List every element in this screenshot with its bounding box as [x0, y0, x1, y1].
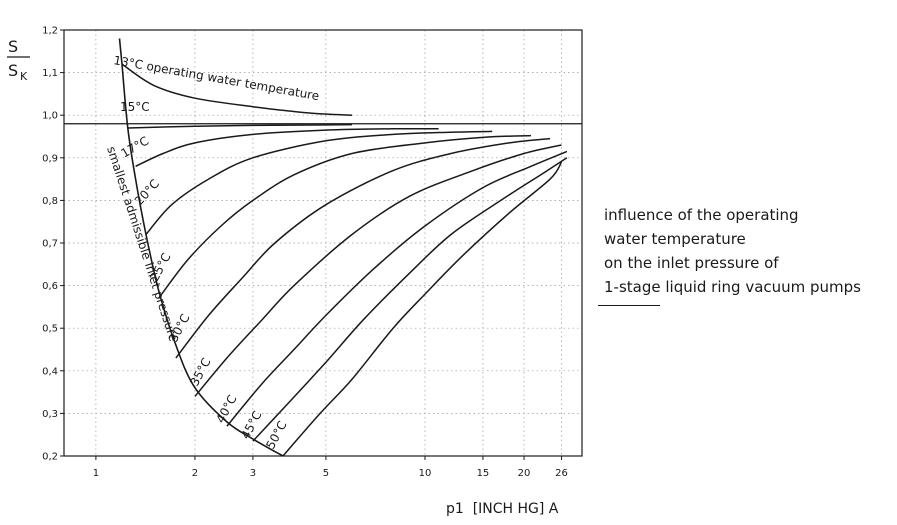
- curve-35c: [194, 144, 562, 397]
- grid-lines: [64, 29, 582, 457]
- label-17c: 17°C: [119, 134, 152, 161]
- y-label-subscript: K: [20, 70, 28, 83]
- label-40c: 40°C: [213, 393, 239, 426]
- curve-30c: [175, 137, 551, 359]
- note-line-3: on the inlet pressure of: [604, 254, 779, 272]
- x-tick-label: 26: [555, 468, 568, 479]
- x-tick-label: 15: [477, 468, 490, 479]
- y-tick-label: 0,6: [42, 281, 58, 292]
- x-tick-label: 3: [250, 468, 256, 479]
- note-line-1: influence of the operating: [604, 206, 799, 224]
- y-tick-label: 0,5: [42, 324, 58, 335]
- x-axis-ticks: 1 2 3 5 10 15 20 26: [93, 456, 568, 479]
- curve-15c: [127, 123, 353, 129]
- y-tick-label: 0,8: [42, 196, 58, 207]
- x-tick-label: 5: [323, 468, 329, 479]
- chart-note: influence of the operating water tempera…: [604, 203, 861, 299]
- label-15c: 15°C: [120, 100, 150, 114]
- label-13c: 13°C operating water temperature: [112, 53, 320, 103]
- y-tick-label: 1,0: [42, 111, 58, 122]
- x-tick-label: 2: [192, 468, 198, 479]
- y-label-denominator: S: [8, 61, 18, 80]
- y-tick-label: 0,4: [42, 366, 58, 377]
- y-tick-label: 0,3: [42, 409, 58, 420]
- note-line-2: water temperature: [604, 230, 746, 248]
- curve-20c: [145, 130, 493, 235]
- y-tick-label: 1,1: [42, 68, 58, 79]
- label-35c: 35°C: [187, 356, 213, 389]
- y-tick-label: 0,9: [42, 153, 58, 164]
- x-tick-label: 20: [518, 468, 531, 479]
- boundary-curve: [118, 38, 284, 457]
- y-axis-ticks: 0,2 0,3 0,4 0,5 0,6 0,7 0,8 0,9 1,0 1,1 1,2: [42, 26, 64, 463]
- temperature-curves: [121, 63, 568, 457]
- y-tick-label: 0,7: [42, 239, 58, 250]
- note-underline: [598, 305, 660, 306]
- label-boundary: smallest admissible inlet pressure: [104, 145, 180, 343]
- y-label-numerator: S: [8, 37, 18, 56]
- curve-50c: [282, 161, 563, 457]
- label-50c: 50°C: [263, 419, 289, 452]
- curve-13c: [121, 63, 353, 116]
- note-line-4: 1-stage liquid ring vacuum pumps: [604, 278, 861, 296]
- x-tick-label: 1: [93, 468, 99, 479]
- x-tick-label: 10: [419, 468, 432, 479]
- curve-40c: [226, 150, 568, 427]
- y-tick-label: 0,2: [42, 452, 58, 463]
- y-tick-label: 1,2: [42, 26, 58, 37]
- curve-25c: [157, 134, 532, 299]
- curve-45c: [252, 157, 568, 442]
- y-axis-label: S S K: [7, 37, 30, 83]
- x-axis-label: p1 [INCH HG] A: [446, 501, 559, 517]
- label-45c: 45°C: [238, 409, 264, 442]
- curve-17c: [135, 127, 439, 167]
